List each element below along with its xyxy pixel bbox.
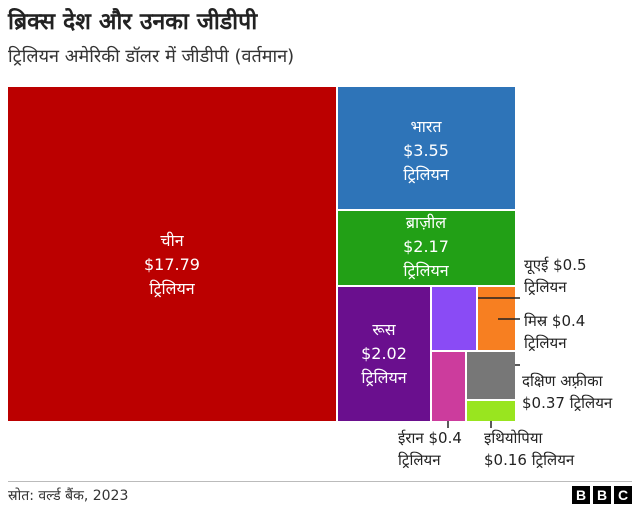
tile-unit-label: ट्रिलियन (403, 165, 449, 184)
treemap-tile (467, 401, 515, 421)
tile-name-label: भारत (410, 117, 442, 136)
callout-label-line2: ट्रिलियन (524, 278, 567, 296)
tile-value-label: $17.79 (144, 255, 200, 274)
treemap-rect (467, 352, 515, 399)
callout-label-line1: यूएई $0.5 (524, 256, 587, 275)
tile-unit-label: ट्रिलियन (403, 261, 449, 280)
treemap-chart: चीन $17.79 ट्रिलियन भारत $3.55 ट्रिलियन ब्राज़… (8, 87, 613, 469)
tile-value-label: $3.55 (403, 141, 449, 160)
callout-label-line1: दक्षिण अफ़्रीका (522, 372, 604, 390)
treemap-rect (432, 287, 476, 350)
treemap-tile (338, 87, 515, 209)
treemap-rect (432, 352, 465, 421)
treemap-tile (338, 211, 515, 285)
tile-name-label: ब्राज़ील (406, 213, 447, 232)
chart-subtitle: ट्रिलियन अमेरिकी डॉलर में जीडीपी (वर्तमा… (8, 46, 295, 67)
callout-label-line1: मिस्र $0.4 (524, 312, 585, 330)
callout-label-line2: ट्रिलियन (524, 334, 567, 352)
treemap-tile (467, 352, 515, 399)
tile-name-label: रूस (372, 320, 396, 339)
callout-label-line1: ईरान $0.4 (398, 429, 462, 447)
footer-divider (8, 481, 632, 482)
callout-label-line2: $0.37 ट्रिलियन (522, 394, 613, 412)
treemap-rect (8, 87, 336, 421)
tile-unit-label: ट्रिलियन (149, 279, 195, 298)
callout-label-line2: $0.16 ट्रिलियन (484, 451, 575, 469)
bbc-logo: B B C (572, 486, 632, 504)
tile-value-label: $2.17 (403, 237, 449, 256)
treemap-tile (8, 87, 336, 421)
tile-name-label: चीन (160, 231, 184, 250)
logo-letter: B (593, 486, 611, 504)
treemap-tile (432, 352, 465, 421)
tile-unit-label: ट्रिलियन (361, 368, 407, 387)
tile-value-label: $2.02 (361, 344, 407, 363)
source-note: स्रोत: वर्ल्ड बैंक, 2023 (8, 488, 129, 504)
chart-title: ब्रिक्स देश और उनका जीडीपी (8, 9, 258, 35)
treemap-rect (467, 401, 515, 421)
treemap-tile (432, 287, 476, 350)
callout-label-line2: ट्रिलियन (398, 451, 441, 469)
logo-letter: C (614, 486, 632, 504)
treemap-rect (338, 287, 430, 421)
treemap-rect (338, 87, 515, 209)
callout-label-line1: इथियोपिया (484, 429, 544, 447)
treemap-tile (338, 287, 430, 421)
logo-letter: B (572, 486, 590, 504)
treemap-rect (338, 211, 515, 285)
